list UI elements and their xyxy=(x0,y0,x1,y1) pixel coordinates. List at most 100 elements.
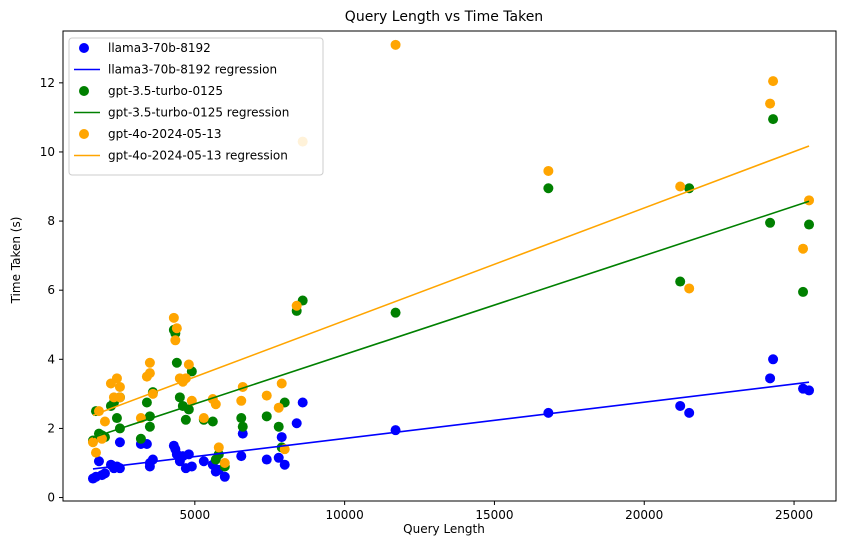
point-gpt-4o-2024-05-13 xyxy=(291,300,302,311)
point-llama3-70b-8192 xyxy=(186,461,197,472)
y-tick-label: 6 xyxy=(47,283,55,297)
point-gpt-4o-2024-05-13 xyxy=(170,335,181,346)
x-tick-label: 10000 xyxy=(326,508,364,522)
point-gpt-4o-2024-05-13 xyxy=(168,312,179,323)
point-gpt-3.5-turbo-0125 xyxy=(171,357,182,368)
point-gpt-4o-2024-05-13 xyxy=(273,402,284,413)
legend-label: gpt-4o-2024-05-13 xyxy=(108,127,222,141)
point-gpt-4o-2024-05-13 xyxy=(219,457,230,468)
point-gpt-4o-2024-05-13 xyxy=(210,399,221,410)
point-gpt-3.5-turbo-0125 xyxy=(765,217,776,228)
point-gpt-4o-2024-05-13 xyxy=(390,39,401,50)
point-gpt-3.5-turbo-0125 xyxy=(180,414,191,425)
point-gpt-3.5-turbo-0125 xyxy=(798,286,809,297)
point-llama3-70b-8192 xyxy=(273,452,284,463)
legend: llama3-70b-8192 llama3-70b-8192 regressio… xyxy=(68,37,324,176)
point-gpt-4o-2024-05-13 xyxy=(96,433,107,444)
point-llama3-70b-8192 xyxy=(804,385,815,396)
point-llama3-70b-8192 xyxy=(276,432,287,443)
x-tick-label: 15000 xyxy=(475,508,513,522)
point-gpt-4o-2024-05-13 xyxy=(675,181,686,192)
point-llama3-70b-8192 xyxy=(291,418,302,429)
point-gpt-4o-2024-05-13 xyxy=(114,392,125,403)
point-llama3-70b-8192 xyxy=(675,400,686,411)
legend-label: llama3-70b-8192 regression xyxy=(108,63,277,77)
point-gpt-4o-2024-05-13 xyxy=(261,390,272,401)
point-gpt-3.5-turbo-0125 xyxy=(236,413,247,424)
point-gpt-4o-2024-05-13 xyxy=(768,76,779,87)
point-gpt-4o-2024-05-13 xyxy=(543,165,554,176)
point-gpt-3.5-turbo-0125 xyxy=(273,421,284,432)
y-tick-label: 8 xyxy=(47,214,55,228)
regression-line-gpt-4o-2024-05-13 xyxy=(92,145,810,416)
point-gpt-4o-2024-05-13 xyxy=(798,243,809,254)
point-llama3-70b-8192 xyxy=(147,454,158,465)
point-gpt-3.5-turbo-0125 xyxy=(135,433,146,444)
point-gpt-4o-2024-05-13 xyxy=(236,395,247,406)
point-llama3-70b-8192 xyxy=(297,397,308,408)
legend-marker xyxy=(79,129,89,139)
legend-label: llama3-70b-8192 xyxy=(108,41,211,55)
point-gpt-4o-2024-05-13 xyxy=(114,381,125,392)
point-gpt-4o-2024-05-13 xyxy=(276,378,287,389)
point-llama3-70b-8192 xyxy=(390,425,401,436)
x-tick-label: 5000 xyxy=(180,508,211,522)
legend-box xyxy=(68,37,324,176)
point-gpt-3.5-turbo-0125 xyxy=(804,219,815,230)
point-llama3-70b-8192 xyxy=(279,459,290,470)
point-gpt-4o-2024-05-13 xyxy=(198,413,209,424)
regression-line-llama3-70b-8192 xyxy=(92,381,810,470)
legend-label: gpt-4o-2024-05-13 regression xyxy=(108,149,288,163)
y-tick-label: 0 xyxy=(47,491,55,505)
point-gpt-4o-2024-05-13 xyxy=(144,357,155,368)
point-gpt-3.5-turbo-0125 xyxy=(237,421,248,432)
legend-marker xyxy=(79,86,89,96)
plot-frame xyxy=(62,30,837,502)
point-gpt-3.5-turbo-0125 xyxy=(207,416,218,427)
y-tick-label: 10 xyxy=(40,145,55,159)
point-gpt-3.5-turbo-0125 xyxy=(144,421,155,432)
chart-title: Query Length vs Time Taken xyxy=(345,9,543,25)
point-llama3-70b-8192 xyxy=(236,451,247,462)
point-gpt-4o-2024-05-13 xyxy=(111,373,122,384)
point-gpt-4o-2024-05-13 xyxy=(99,416,110,427)
point-llama3-70b-8192 xyxy=(543,407,554,418)
point-llama3-70b-8192 xyxy=(261,454,272,465)
point-gpt-3.5-turbo-0125 xyxy=(261,411,272,422)
point-gpt-4o-2024-05-13 xyxy=(765,98,776,109)
point-llama3-70b-8192 xyxy=(768,354,779,365)
point-gpt-4o-2024-05-13 xyxy=(87,437,98,448)
point-gpt-3.5-turbo-0125 xyxy=(141,397,152,408)
point-gpt-4o-2024-05-13 xyxy=(183,359,194,370)
point-llama3-70b-8192 xyxy=(237,428,248,439)
point-llama3-70b-8192 xyxy=(765,373,776,384)
legend-label: gpt-3.5-turbo-0125 xyxy=(108,84,223,98)
point-llama3-70b-8192 xyxy=(114,437,125,448)
y-tick-label: 12 xyxy=(40,76,55,90)
y-axis-label: Time Taken (s) xyxy=(9,217,23,305)
point-gpt-4o-2024-05-13 xyxy=(804,195,815,206)
x-tick-label: 25000 xyxy=(775,508,813,522)
y-tick-label: 4 xyxy=(47,352,55,366)
point-gpt-3.5-turbo-0125 xyxy=(111,413,122,424)
x-tick-label: 20000 xyxy=(625,508,663,522)
point-gpt-3.5-turbo-0125 xyxy=(543,183,554,194)
point-gpt-3.5-turbo-0125 xyxy=(174,392,185,403)
x-axis-label: Query Length xyxy=(403,522,485,536)
point-gpt-4o-2024-05-13 xyxy=(213,442,224,453)
regression-line-gpt-3.5-turbo-0125 xyxy=(92,200,810,439)
point-gpt-4o-2024-05-13 xyxy=(144,368,155,379)
legend-label: gpt-3.5-turbo-0125 regression xyxy=(108,106,289,120)
point-gpt-3.5-turbo-0125 xyxy=(768,114,779,125)
point-llama3-70b-8192 xyxy=(99,468,110,479)
y-tick-label: 2 xyxy=(47,421,55,435)
point-gpt-3.5-turbo-0125 xyxy=(675,276,686,287)
point-llama3-70b-8192 xyxy=(219,471,230,482)
point-gpt-3.5-turbo-0125 xyxy=(390,307,401,318)
point-gpt-4o-2024-05-13 xyxy=(90,447,101,458)
legend-marker xyxy=(79,43,89,53)
point-gpt-4o-2024-05-13 xyxy=(684,283,695,294)
point-llama3-70b-8192 xyxy=(198,456,209,467)
point-llama3-70b-8192 xyxy=(684,407,695,418)
